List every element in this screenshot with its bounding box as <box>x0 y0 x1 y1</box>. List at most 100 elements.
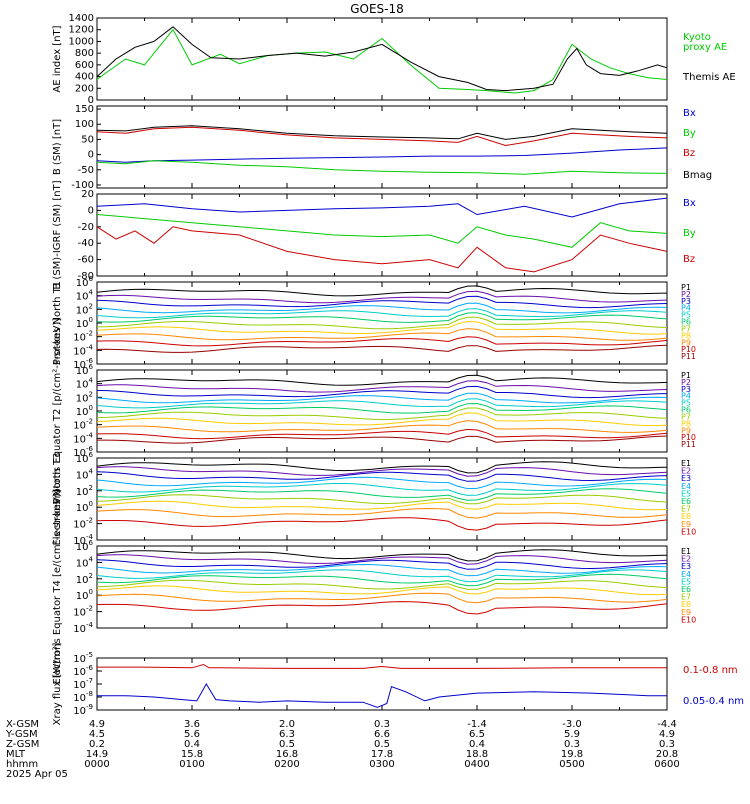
channel-line <box>96 328 668 341</box>
channel-label: E8 <box>681 512 691 521</box>
y-tick-label: 104 <box>76 289 94 303</box>
channel-line <box>96 402 668 414</box>
ephemeris-value: 0.5 <box>279 739 295 750</box>
channel-line <box>96 461 668 474</box>
channel-label: E10 <box>681 615 696 624</box>
series-line <box>97 683 667 708</box>
channel-line <box>96 488 668 501</box>
channel-label: P9 <box>681 426 691 435</box>
y-tick-label: 100 <box>76 404 93 418</box>
channel-line <box>96 420 668 433</box>
ephemeris-value: -1.4 <box>467 719 487 730</box>
ephemeris-value: 4.9 <box>659 729 675 740</box>
channel-line <box>96 344 668 353</box>
y-tick-label: -50 <box>78 165 94 176</box>
channel-label: P4 <box>681 392 691 401</box>
series-line <box>96 26 668 92</box>
channel-label: P7 <box>681 324 691 333</box>
y-tick-label: 50 <box>81 134 94 145</box>
channel-line <box>96 285 668 297</box>
channel-label: E5 <box>681 489 691 498</box>
ephemeris-value: 0600 <box>654 759 679 770</box>
y-axis-label: AE index [nT] <box>52 25 63 92</box>
y-tick-label: 10-2 <box>73 330 93 344</box>
legend-entry: Bmag <box>683 170 712 181</box>
ephemeris-value: 0100 <box>179 759 204 770</box>
panel-frame <box>96 369 668 453</box>
y-axis-label: Xray flux [W/m²] <box>52 643 63 726</box>
ephemeris-value: 6.5 <box>469 729 485 740</box>
ephemeris-value: 3.6 <box>184 719 200 730</box>
y-tick-label: 100 <box>76 316 93 330</box>
channel-label: E10 <box>681 527 696 536</box>
y-tick-label: 20 <box>81 189 94 200</box>
panel-frame <box>96 105 668 189</box>
channel-label: E3 <box>681 474 691 483</box>
y-tick-label: 104 <box>76 467 94 481</box>
channel-label: P1 <box>681 371 691 380</box>
ephemeris-value: 0400 <box>464 759 489 770</box>
channel-label: E7 <box>681 505 691 514</box>
y-tick-label: -80 <box>78 271 94 282</box>
y-tick-label: 10-2 <box>73 418 93 432</box>
y-tick-label: -20 <box>78 222 94 233</box>
channel-label: P11 <box>681 440 696 449</box>
series-line <box>96 226 668 273</box>
channel-line <box>96 559 668 570</box>
channel-label: E1 <box>681 547 691 556</box>
ephemeris-value: 0.3 <box>564 739 580 750</box>
legend-entry: 0.1-0.8 nm <box>683 665 738 676</box>
y-tick-label: 1400 <box>69 13 94 24</box>
channel-label: P6 <box>681 318 691 327</box>
channel-label: E2 <box>681 555 691 564</box>
y-tick-label: 10-9 <box>73 703 93 717</box>
channel-line <box>96 554 668 565</box>
channel-line <box>96 374 668 386</box>
legend-entry: proxy AE <box>683 42 727 53</box>
ephemeris-row-label: hhmm <box>6 759 38 770</box>
y-tick-label: 10-5 <box>73 651 93 665</box>
channel-label: P7 <box>681 412 691 421</box>
y-tick-label: 200 <box>75 83 94 94</box>
legend-entry: Bz <box>683 254 695 265</box>
y-tick-label: 10-6 <box>73 664 93 678</box>
y-tick-label: 100 <box>76 500 93 514</box>
channel-label: E3 <box>681 562 691 571</box>
channel-label: E9 <box>681 520 691 529</box>
ephemeris-row-label: X-GSM <box>6 719 39 730</box>
channel-label: P8 <box>681 419 691 428</box>
y-tick-label: 400 <box>75 72 94 83</box>
y-tick-label: 10-4 <box>73 431 93 445</box>
y-tick-label: 1000 <box>69 36 94 47</box>
y-tick-label: 10-4 <box>73 343 93 357</box>
legend-entry: Bx <box>683 108 696 119</box>
y-tick-label: 0 <box>88 205 94 216</box>
ephemeris-row-label: Y-GSM <box>5 729 38 740</box>
channel-line <box>96 308 668 319</box>
channel-line <box>96 398 668 409</box>
y-axis-label: Electrons North T3 <box>52 452 63 545</box>
channel-label: P4 <box>681 304 691 313</box>
ephemeris-value: 0.3 <box>374 719 390 730</box>
ephemeris-value: 0000 <box>84 759 109 770</box>
y-tick-label: 102 <box>76 572 93 586</box>
channel-label: P8 <box>681 331 691 340</box>
channel-line <box>96 392 668 404</box>
y-tick-label: -40 <box>78 238 94 249</box>
channel-line <box>96 320 668 335</box>
ephemeris-value: 0500 <box>559 759 584 770</box>
y-axis-label: Electrons Equator T4 [e/(cm²-s-sr-keV)] <box>52 489 63 684</box>
ephemeris-value: 0.3 <box>659 739 675 750</box>
channel-line <box>96 507 668 519</box>
channel-line <box>96 569 668 583</box>
channel-line <box>96 500 668 511</box>
panel-xray: Xray flux [W/m²] 10-910-810-710-610-5 0.1-… <box>52 643 744 726</box>
channel-label: P6 <box>681 406 691 415</box>
channel-line <box>96 585 668 596</box>
ephemeris-value: 20.8 <box>656 749 678 760</box>
ephemeris-value: 0.2 <box>89 739 105 750</box>
channel-label: P9 <box>681 338 691 347</box>
ephemeris-row-label: MLT <box>6 749 26 760</box>
